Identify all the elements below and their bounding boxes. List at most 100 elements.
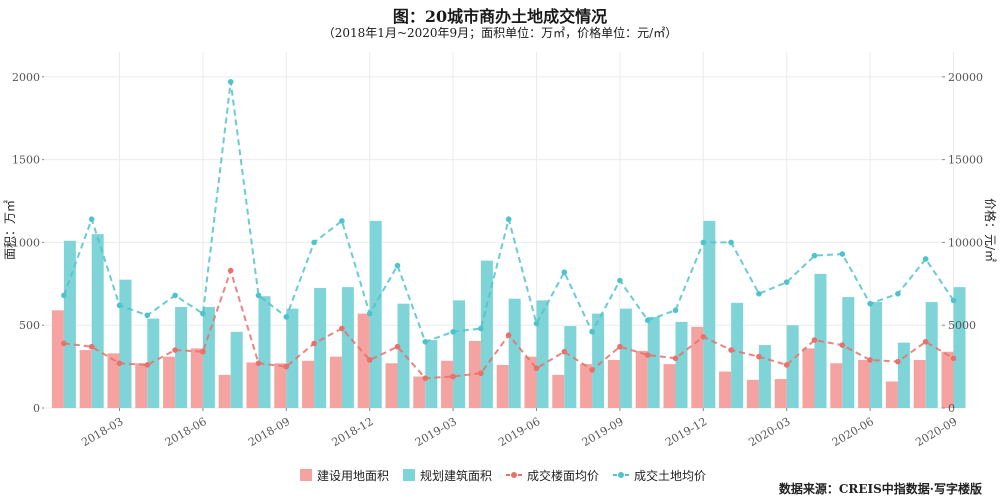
floor-price-point-15 (478, 370, 484, 377)
legend-item-build-area: 规划建筑面积 (403, 467, 492, 484)
bar-land-area-17 (524, 356, 537, 408)
legend-label-floor-price: 成交楼面均价 (527, 468, 600, 483)
floor-price-point-17 (533, 365, 540, 372)
y2-tick-label-0: 0 (948, 402, 955, 415)
bar-land-area-12 (385, 363, 398, 408)
bar-land-area-13 (413, 376, 426, 408)
land-price-point-0 (61, 292, 67, 299)
bar-build-area-6 (230, 331, 243, 408)
bar-build-area-19 (592, 313, 605, 408)
floor-price-point-4 (172, 347, 178, 353)
land-price-point-20 (617, 277, 623, 284)
floor-price-point-5 (200, 348, 206, 355)
land-price-point-3 (144, 312, 151, 319)
bar-build-area-23 (703, 220, 716, 408)
floor-price-point-6 (227, 267, 234, 274)
land-price-point-7 (255, 292, 262, 299)
y2-tick-label-1: 5000 (948, 319, 976, 332)
bar-build-area-17 (536, 300, 549, 408)
floor-price-point-22 (672, 355, 679, 362)
bar-land-area-10 (329, 356, 342, 408)
land-price-point-11 (366, 310, 373, 317)
bar-build-area-20 (619, 308, 632, 408)
floor-price-point-24 (728, 347, 734, 353)
floor-price-point-7 (255, 360, 262, 367)
bar-land-area-16 (496, 364, 509, 408)
floor-price-point-31 (922, 338, 929, 345)
bar-land-area-20 (607, 359, 620, 408)
bar-land-area-30 (885, 381, 898, 408)
bar-build-area-3 (147, 318, 160, 408)
land-price-point-26 (783, 279, 790, 285)
y2-axis-label: 价格：元/㎡ (983, 198, 998, 262)
bar-build-area-4 (175, 306, 188, 408)
land-price-point-32 (950, 297, 957, 304)
land-price-point-17 (533, 320, 540, 327)
bar-land-area-23 (691, 326, 704, 408)
bar-land-area-19 (580, 364, 593, 408)
land-price-point-9 (311, 239, 317, 246)
y2-tick-label-4: 20000 (948, 71, 983, 84)
x-tick-label-4: 2019-03 (413, 415, 459, 449)
bar-build-area-1 (91, 234, 104, 408)
bar-build-area-12 (397, 303, 410, 408)
bar-build-area-29 (870, 302, 883, 408)
y-axis-label: 面积：万㎡ (3, 200, 17, 260)
bar-build-area-2 (119, 279, 132, 408)
bar-land-area-3 (135, 363, 148, 408)
land-price-point-15 (478, 325, 484, 332)
bar-build-area-31 (925, 302, 938, 408)
legend-item-land-area: 建设用地面积 (300, 467, 389, 484)
floor-price-point-18 (561, 348, 568, 355)
x-tick-label-2: 2018-09 (246, 415, 292, 449)
bar-land-area-14 (441, 360, 454, 408)
y2-tick-label-3: 15000 (948, 154, 983, 167)
land-price-point-12 (394, 262, 401, 269)
x-tick-label-6: 2019-09 (580, 415, 626, 449)
floor-price-point-26 (783, 362, 790, 368)
land-price-point-24 (728, 239, 734, 246)
land-price-point-10 (339, 218, 345, 224)
land-price-point-6 (227, 79, 234, 85)
floor-price-point-16 (505, 332, 512, 338)
bar-land-area-25 (746, 379, 759, 408)
floor-price-point-19 (589, 367, 595, 373)
land-price-point-31 (922, 256, 929, 262)
land-price-point-30 (895, 290, 901, 297)
land-price-point-22 (672, 307, 679, 314)
bar-land-area-1 (79, 350, 92, 408)
x-tick-label-9: 2020-06 (830, 415, 876, 449)
floor-price-point-20 (617, 343, 623, 350)
legend-swatch-land-area (300, 469, 312, 481)
land-price-point-1 (88, 216, 95, 223)
x-tick-label-7: 2019-12 (663, 415, 709, 449)
land-price-point-14 (450, 329, 456, 335)
bar-build-area-15 (480, 260, 493, 408)
y-tick-label-1: 500 (19, 319, 40, 332)
legend-swatch-build-area (403, 469, 416, 481)
land-price-point-8 (283, 314, 290, 320)
bar-land-area-9 (302, 360, 315, 408)
bar-build-area-14 (453, 300, 466, 408)
bar-land-area-27 (802, 348, 815, 408)
land-price-point-19 (589, 329, 595, 335)
x-tick-label-10: 2020-09 (913, 415, 959, 449)
bar-build-area-11 (369, 220, 382, 408)
land-price-point-21 (644, 317, 651, 324)
bar-land-area-21 (635, 350, 648, 408)
bar-land-area-32 (941, 351, 954, 408)
land-price-point-5 (200, 310, 206, 317)
legend-item-floor-price: 成交楼面均价 (506, 467, 599, 484)
bar-land-area-22 (663, 364, 676, 408)
land-price-point-28 (839, 251, 846, 257)
bar-build-area-0 (63, 240, 76, 408)
legend-swatch-floor-price (506, 472, 523, 478)
floor-price-point-8 (283, 363, 290, 370)
bar-build-area-10 (341, 287, 354, 408)
bar-build-area-8 (286, 308, 299, 408)
bar-land-area-18 (552, 374, 565, 408)
land-price-point-2 (116, 302, 123, 309)
bar-build-area-9 (314, 287, 327, 408)
x-tick-label-3: 2018-12 (330, 415, 376, 449)
land-price-point-4 (172, 292, 178, 299)
